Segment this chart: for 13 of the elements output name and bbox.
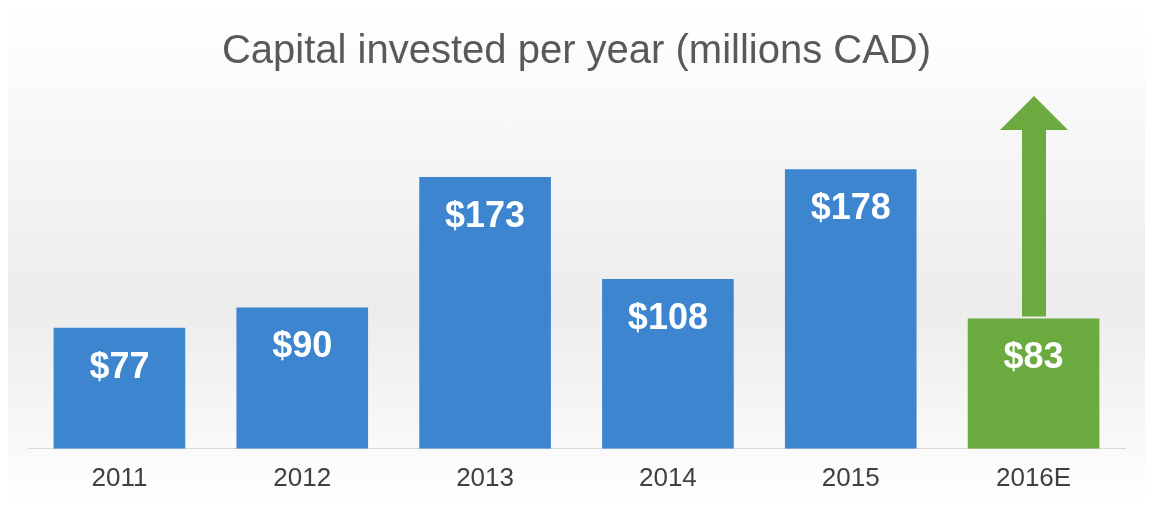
data-label: $108 [627, 296, 708, 338]
data-label: $77 [89, 344, 150, 386]
x-tick-label: 2016E [995, 461, 1072, 492]
data-label: $83 [1003, 335, 1064, 377]
x-tick-label: 2011 [91, 461, 148, 492]
data-label: $90 [272, 324, 333, 366]
x-tick-label: 2013 [456, 461, 515, 492]
x-tick-label: 2015 [821, 461, 880, 492]
x-tick-label: 2014 [638, 461, 697, 492]
x-tick-label: 2012 [273, 461, 332, 492]
data-label: $178 [810, 186, 891, 228]
chart-title: Capital invested per year (millions CAD) [221, 27, 932, 72]
data-label: $173 [445, 193, 526, 235]
